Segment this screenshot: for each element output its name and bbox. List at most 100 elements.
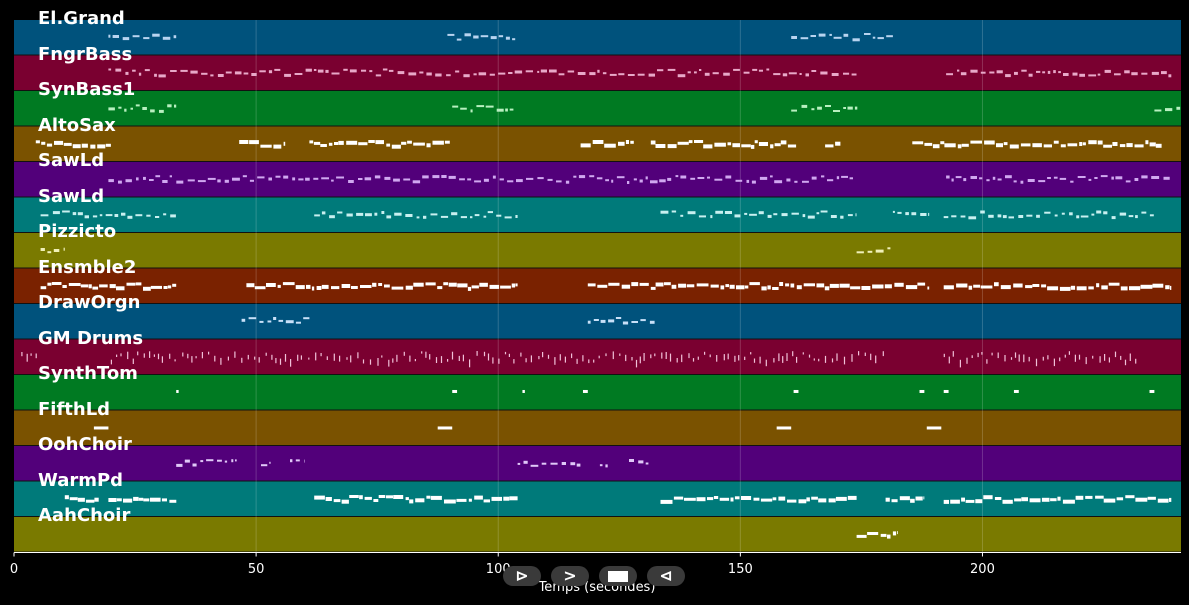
note <box>530 355 532 363</box>
note <box>373 499 379 502</box>
track-lane <box>14 233 1181 268</box>
note <box>469 359 471 368</box>
note <box>72 144 81 149</box>
track-label: FifthLd <box>38 398 111 420</box>
note <box>724 211 732 214</box>
note <box>425 282 436 286</box>
note <box>1124 70 1130 74</box>
note <box>271 354 273 360</box>
note <box>483 499 490 503</box>
forward-button[interactable]: > <box>551 566 589 586</box>
note <box>660 499 673 504</box>
note <box>1141 175 1148 179</box>
note <box>851 354 853 362</box>
note <box>892 531 897 536</box>
note <box>741 144 751 148</box>
note <box>996 143 1003 148</box>
note <box>877 37 884 40</box>
note <box>1002 499 1013 504</box>
note <box>207 177 216 180</box>
note <box>346 140 358 145</box>
note <box>677 74 686 78</box>
note <box>489 73 495 76</box>
note <box>736 285 745 290</box>
note <box>770 144 774 149</box>
note <box>811 70 817 72</box>
note <box>320 353 322 357</box>
note <box>753 358 756 363</box>
note <box>1000 285 1011 290</box>
note <box>143 353 145 358</box>
note <box>476 351 478 356</box>
note <box>473 73 477 76</box>
note <box>412 180 421 184</box>
note <box>187 353 189 359</box>
note <box>1103 498 1116 503</box>
note <box>144 69 150 72</box>
note <box>341 284 351 288</box>
note <box>827 179 834 182</box>
note <box>1120 355 1122 360</box>
note <box>997 214 1002 218</box>
track-lane <box>14 375 1181 410</box>
note <box>968 216 977 220</box>
note <box>645 176 648 180</box>
note <box>611 179 614 183</box>
note <box>258 357 260 363</box>
note <box>655 282 664 287</box>
note <box>158 74 166 78</box>
note <box>988 214 994 218</box>
note <box>456 38 462 41</box>
note <box>640 319 646 322</box>
note <box>811 108 815 111</box>
note <box>1054 214 1058 217</box>
note <box>735 179 743 182</box>
note <box>1170 285 1172 290</box>
note <box>793 389 799 393</box>
note <box>92 286 99 290</box>
note <box>843 356 846 365</box>
note <box>692 358 695 362</box>
note <box>409 355 411 362</box>
note <box>108 179 114 183</box>
note <box>828 498 836 503</box>
note <box>847 495 857 500</box>
stop-icon <box>608 570 628 582</box>
back-button[interactable]: ⊲ <box>647 566 685 586</box>
play-button[interactable]: ⊳ <box>503 566 541 586</box>
note <box>304 459 305 463</box>
note <box>1147 496 1156 500</box>
note <box>150 109 155 113</box>
note <box>841 175 848 178</box>
note <box>374 175 381 179</box>
note <box>388 69 394 72</box>
note <box>441 175 447 178</box>
stop-button[interactable] <box>599 566 637 586</box>
note <box>992 176 996 180</box>
note <box>1101 285 1108 290</box>
note <box>1025 285 1033 289</box>
note <box>357 352 359 359</box>
note <box>687 211 696 215</box>
note <box>1126 143 1133 148</box>
note <box>326 356 328 360</box>
note <box>143 37 150 40</box>
note <box>946 175 950 179</box>
note <box>593 319 599 321</box>
note <box>118 180 122 184</box>
note <box>961 143 969 147</box>
note <box>277 284 281 288</box>
note <box>447 33 455 36</box>
note <box>269 461 271 464</box>
note <box>699 69 702 71</box>
note <box>1002 215 1007 219</box>
note <box>470 109 473 113</box>
note <box>1020 180 1024 184</box>
note <box>1104 354 1106 361</box>
note <box>650 140 656 145</box>
note <box>317 69 324 73</box>
note <box>1013 389 1019 393</box>
note <box>849 177 853 180</box>
note <box>1021 69 1027 72</box>
note <box>234 351 236 358</box>
